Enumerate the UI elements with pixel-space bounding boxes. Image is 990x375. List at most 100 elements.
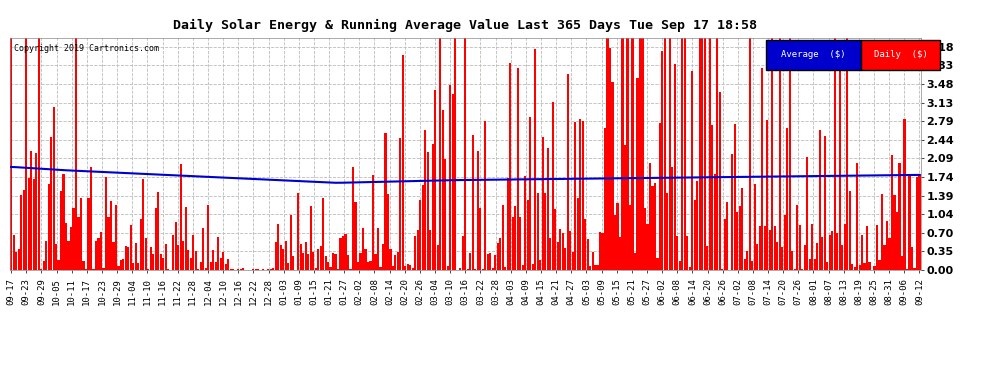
Bar [357, 262, 359, 270]
Bar [901, 256, 903, 270]
Bar [542, 137, 544, 270]
Bar [252, 269, 254, 270]
Bar [834, 38, 836, 270]
Bar [831, 231, 834, 270]
Bar [546, 148, 548, 270]
Bar [451, 94, 453, 270]
Bar [454, 38, 456, 270]
Bar [679, 261, 681, 270]
Bar [197, 269, 199, 270]
Bar [110, 201, 112, 270]
Bar [789, 38, 791, 270]
Bar [97, 238, 100, 270]
Bar [911, 247, 913, 270]
Bar [537, 193, 539, 270]
Bar [320, 246, 322, 270]
Bar [190, 258, 192, 270]
Bar [282, 249, 284, 270]
Bar [739, 206, 741, 270]
Bar [182, 241, 184, 270]
Bar [873, 266, 875, 270]
Bar [48, 184, 50, 270]
Bar [67, 241, 69, 270]
Bar [57, 260, 59, 270]
Bar [826, 262, 829, 270]
Bar [461, 236, 464, 270]
Bar [107, 217, 110, 270]
Bar [842, 245, 843, 270]
Bar [717, 38, 719, 270]
Bar [540, 260, 542, 270]
Bar [449, 85, 451, 270]
Bar [20, 195, 22, 270]
Bar [138, 264, 140, 270]
Bar [397, 252, 399, 270]
Bar [853, 267, 855, 270]
Bar [509, 63, 511, 270]
Bar [404, 266, 407, 270]
Bar [445, 159, 446, 270]
Bar [215, 262, 217, 270]
Bar [284, 240, 287, 270]
Bar [95, 241, 97, 270]
Bar [377, 228, 379, 270]
Bar [796, 205, 798, 270]
Bar [494, 255, 496, 270]
Bar [346, 255, 349, 270]
Bar [686, 236, 688, 270]
Bar [65, 222, 67, 270]
Bar [152, 254, 154, 270]
Bar [430, 230, 432, 270]
Bar [62, 174, 64, 270]
Bar [130, 225, 132, 270]
Bar [824, 136, 826, 270]
Bar [896, 212, 898, 270]
Bar [33, 179, 35, 270]
Bar [569, 231, 571, 270]
Bar [856, 163, 858, 270]
FancyBboxPatch shape [861, 40, 940, 70]
Bar [522, 265, 524, 270]
Bar [180, 164, 182, 270]
Bar [417, 230, 419, 270]
Bar [632, 38, 634, 270]
Bar [602, 232, 604, 270]
Bar [317, 249, 319, 270]
Bar [205, 268, 207, 270]
Bar [597, 265, 599, 270]
Bar [711, 124, 714, 270]
Bar [28, 178, 30, 270]
Bar [861, 235, 863, 270]
Bar [529, 117, 532, 270]
Bar [52, 107, 54, 270]
Bar [210, 262, 212, 270]
Bar [653, 183, 656, 270]
Bar [556, 242, 558, 270]
Bar [274, 242, 277, 270]
Bar [243, 268, 245, 270]
Bar [619, 237, 621, 270]
Bar [609, 48, 611, 270]
Bar [666, 193, 668, 270]
Bar [38, 38, 40, 270]
Bar [154, 208, 157, 270]
Bar [714, 174, 716, 270]
Bar [149, 248, 151, 270]
Bar [604, 128, 606, 270]
Bar [167, 269, 169, 270]
Bar [15, 252, 17, 270]
Bar [120, 261, 122, 270]
Bar [883, 245, 886, 270]
Bar [409, 265, 412, 270]
Bar [482, 269, 484, 270]
Bar [140, 219, 142, 270]
Bar [392, 266, 394, 270]
Bar [80, 198, 82, 270]
Bar [349, 269, 351, 270]
Bar [172, 235, 174, 270]
Bar [858, 265, 860, 270]
Bar [18, 249, 20, 270]
Bar [549, 238, 551, 270]
Bar [459, 268, 461, 270]
Bar [60, 191, 62, 270]
